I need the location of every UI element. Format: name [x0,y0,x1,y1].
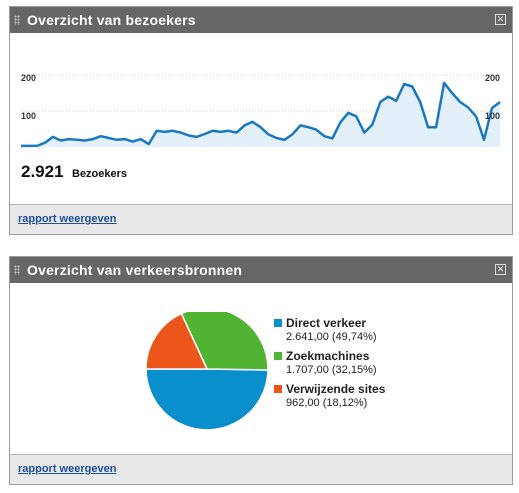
widget-title: Overzicht van bezoekers [27,12,196,28]
pie-legend: Direct verkeer 2.641,00 (49,74%) Zoekmac… [274,316,385,415]
legend-name: Verwijzende sites [286,382,386,396]
axis-label-left-200: 200 [21,73,36,83]
widget-footer: rapport weergeven [10,454,512,484]
legend-item-direct: Direct verkeer 2.641,00 (49,74%) [274,316,385,344]
widget-title: Overzicht van verkeersbronnen [27,262,243,278]
traffic-sources-widget: Overzicht van verkeersbronnen ✕ Direct v… [9,256,513,485]
legend-name: Direct verkeer [286,316,367,330]
legend-value: 2.641,00 (49,74%) [286,331,377,343]
drag-handle-icon[interactable] [14,15,20,25]
report-link[interactable]: rapport weergeven [18,463,117,475]
widget-footer: rapport weergeven [10,204,512,234]
report-link[interactable]: rapport weergeven [18,213,117,225]
visitor-total: 2.921 Bezoekers [21,162,127,182]
legend-item-referral: Verwijzende sites 962,00 (18,12%) [274,382,385,410]
pie-slice-referral [145,312,209,370]
widget-header[interactable]: Overzicht van verkeersbronnen ✕ [10,257,512,283]
visitors-line [21,81,501,148]
visitors-line-chart: 200 100 200 100 [21,73,501,148]
legend-swatch [274,352,282,360]
legend-swatch [274,385,282,393]
legend-name: Zoekmachines [286,349,370,363]
pie-slice-search [180,312,269,371]
traffic-pie-chart [145,312,269,431]
legend-swatch [274,319,282,327]
legend-value: 1.707,00 (32,15%) [286,364,377,376]
legend-item-search: Zoekmachines 1.707,00 (32,15%) [274,349,385,377]
visitor-count: 2.921 [21,162,64,181]
legend-value: 962,00 (18,12%) [286,397,368,409]
close-icon[interactable]: ✕ [495,14,506,25]
axis-label-right-100: 100 [485,111,500,121]
visitors-widget: Overzicht van bezoekers ✕ 200 100 200 10… [9,6,513,235]
widget-header[interactable]: Overzicht van bezoekers ✕ [10,7,512,33]
close-icon[interactable]: ✕ [495,264,506,275]
visitor-count-label: Bezoekers [72,168,128,180]
visitors-area [21,82,500,147]
drag-handle-icon[interactable] [14,265,20,275]
axis-label-left-100: 100 [21,111,36,121]
axis-label-right-200: 200 [485,73,500,83]
pie-slice-direct [145,368,269,431]
